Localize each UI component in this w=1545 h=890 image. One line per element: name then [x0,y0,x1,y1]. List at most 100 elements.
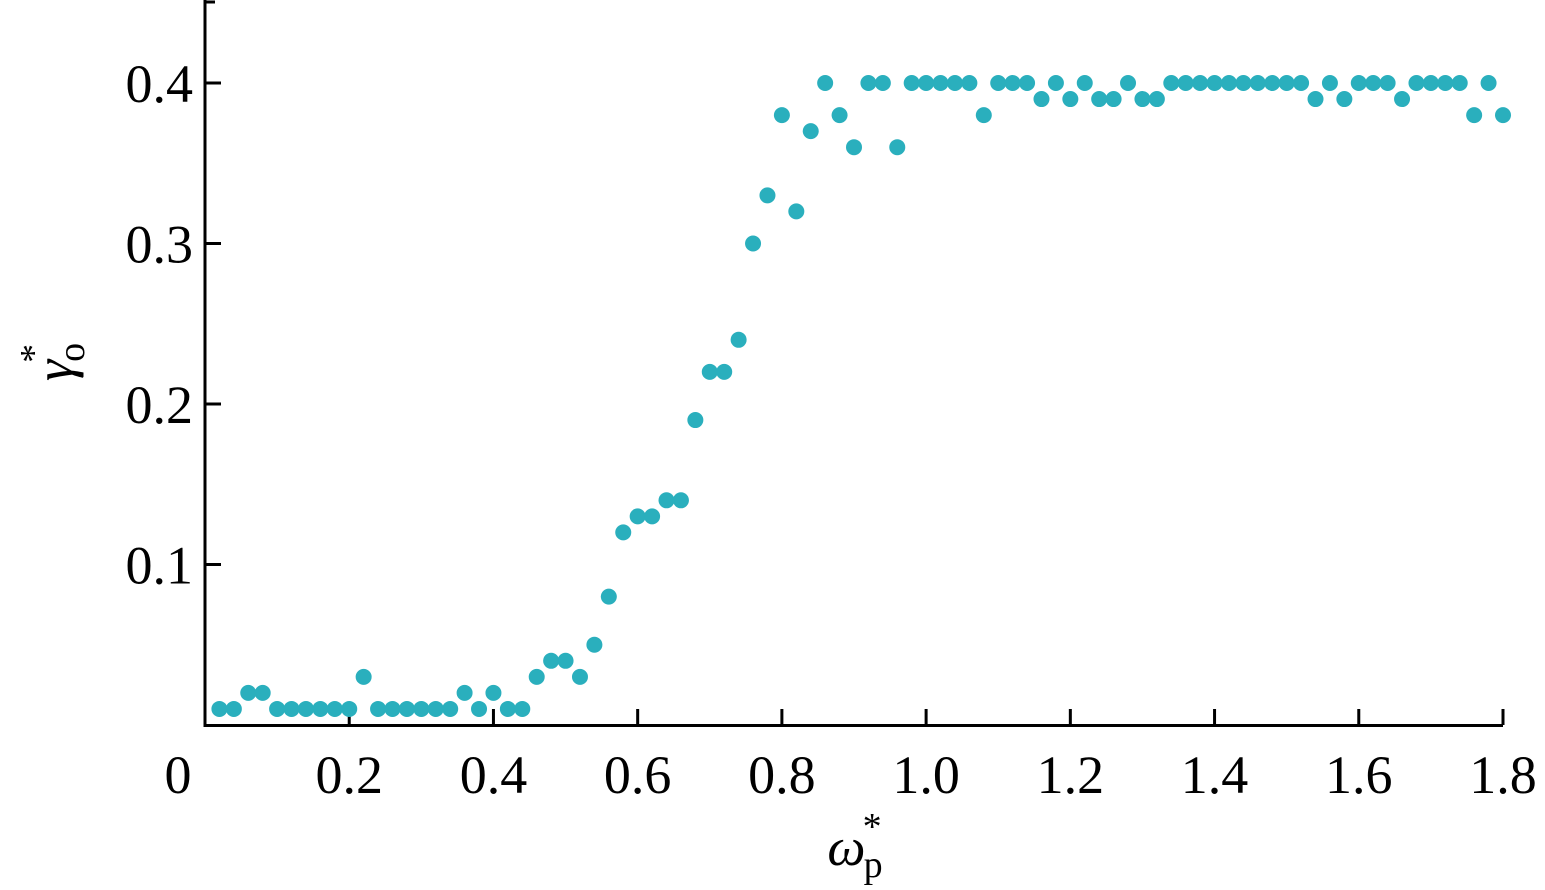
data-point [1350,75,1367,91]
axes [203,0,1503,727]
data-point [413,700,430,717]
data-point [687,412,704,429]
data-point [773,107,790,124]
data-point [1307,91,1324,108]
y-tick-label: 0.3 [126,215,194,275]
data-point [326,700,343,717]
data-point [658,492,675,509]
x-tick-label: 0.8 [748,745,816,805]
y-axis-label-base: γ [24,358,84,381]
data-point [456,684,473,701]
data-point [730,331,747,348]
data-point [1466,107,1483,124]
data-point [1422,75,1439,91]
data-point [701,363,718,380]
data-point [874,75,891,91]
data-point [745,235,762,252]
data-point [615,524,632,541]
data-point [846,139,862,156]
data-point [1321,75,1338,91]
y-axis-label-sub: o [51,343,93,362]
y-tick-label: 0.4 [126,54,194,114]
data-point [1047,75,1064,91]
x-axis-label-sub: p [864,844,883,886]
data-point [355,668,372,685]
x-tick-label: 1.6 [1325,745,1393,805]
data-point [1062,91,1079,108]
data-point [370,700,387,717]
data-point [903,75,920,91]
data-point [1148,91,1165,108]
x-tick-label: 0.4 [460,745,528,805]
data-point [240,684,257,701]
data-point [1293,75,1310,91]
data-point [1480,75,1497,91]
x-tick-label: 0.6 [604,745,672,805]
data-point [1220,75,1237,91]
data-point [788,203,805,220]
data-point [1105,91,1122,108]
data-point [471,700,488,717]
x-tick-label: 0 [165,745,192,805]
x-tick-label: 1.2 [1037,745,1105,805]
data-point [543,652,560,669]
data-point [514,700,531,717]
data-point [961,75,978,91]
data-point [528,668,545,685]
data-point [1249,75,1266,91]
data-point [1120,75,1137,91]
x-axis-label: ωp* [827,806,882,886]
data-point [1163,75,1180,91]
x-axis-label-base: ω [827,817,865,877]
data-point [889,139,906,156]
data-point [1336,91,1353,108]
data-point [946,75,963,91]
data-point [600,588,617,605]
y-tick-label: 0.2 [126,375,194,435]
data-point [1278,75,1295,91]
data-point [1134,91,1151,108]
data-point [225,700,242,717]
data-point [1235,75,1252,91]
data-point [1192,75,1209,91]
data-point [1408,75,1425,91]
ticks: 0 0.2 0.4 0.6 0.8 1.0 1.2 1.4 1.6 1.8 0.1 0.2 0.3 0.4 [126,54,1537,805]
data-point [283,700,300,717]
data-point [932,75,949,91]
data-point [802,123,819,140]
data-point [341,700,358,717]
data-point [975,107,992,124]
data-point [990,75,1007,91]
y-tick-label: 0.1 [126,536,194,596]
data-point [1091,91,1108,108]
x-axis-label-sup: * [863,806,882,848]
data-point [398,700,415,717]
data-point [1379,75,1396,91]
data-point [831,107,848,124]
x-tick-label: 1.4 [1181,745,1249,805]
data-point [1206,75,1223,91]
y-axis-label-sup: * [13,344,55,363]
data-point [1495,107,1511,124]
data-point [1365,75,1382,91]
data-point [254,684,271,701]
data-point [1177,75,1194,91]
data-point [384,700,401,717]
data-point [629,508,646,525]
data-point [860,75,877,91]
data-point [269,700,286,717]
x-tick-label: 0.2 [315,745,383,805]
data-point [716,363,733,380]
data-point [427,700,444,717]
data-point [1033,91,1050,108]
x-tick-label: 1.0 [892,745,960,805]
data-point [571,668,588,685]
data-point [1437,75,1454,91]
data-point [312,700,329,717]
data-point [1004,75,1021,91]
data-point [672,492,689,509]
data-point [442,700,459,717]
data-point [817,75,834,91]
data-point [499,700,516,717]
